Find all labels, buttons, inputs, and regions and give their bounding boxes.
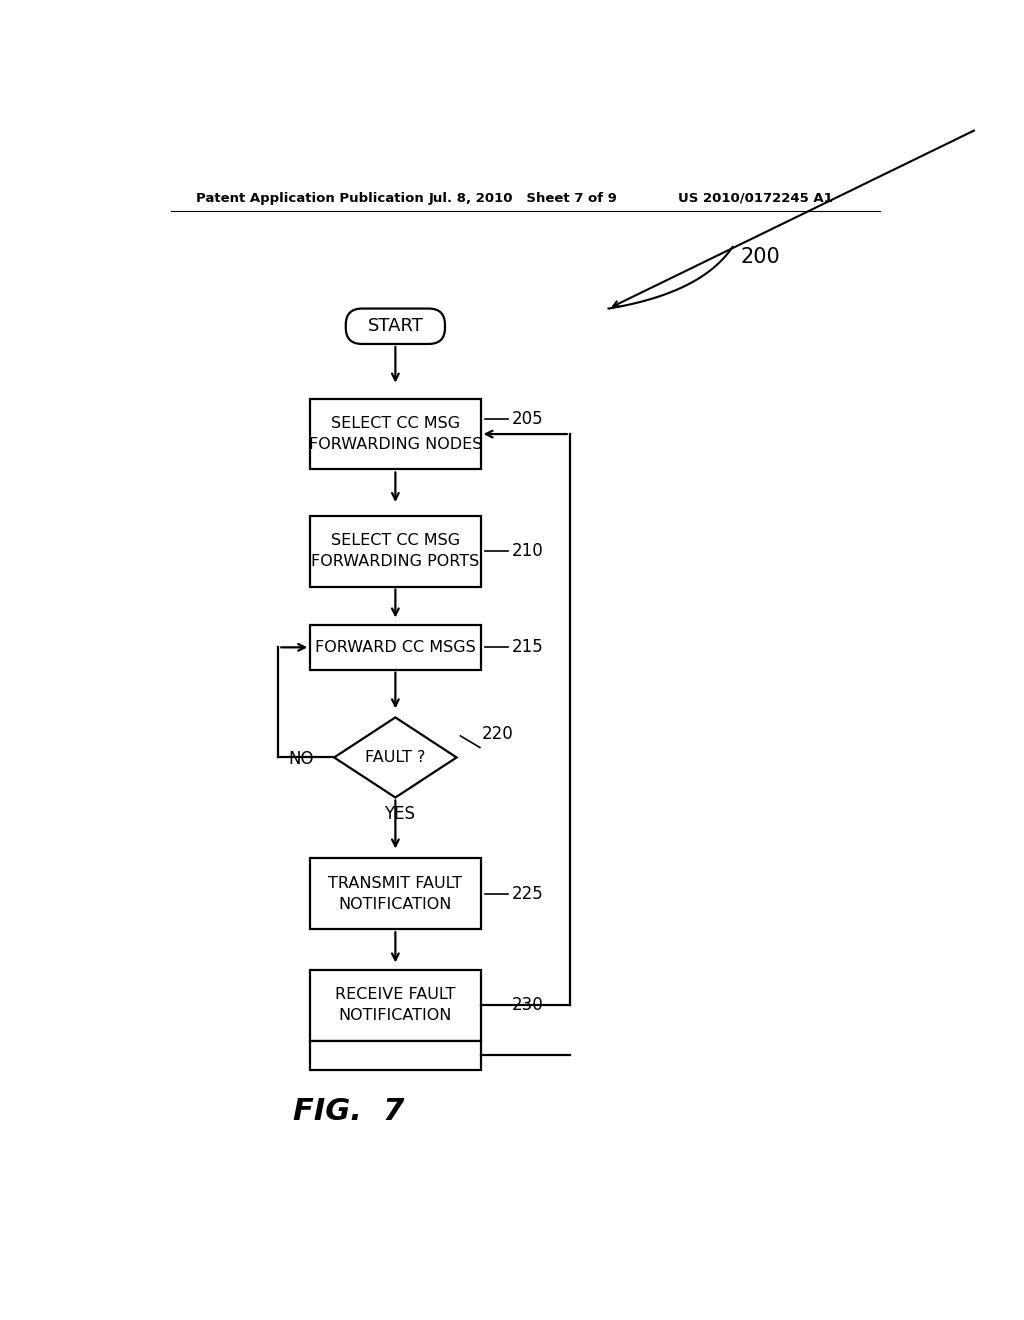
Text: 200: 200 [740, 247, 780, 267]
Text: NO: NO [289, 750, 314, 768]
Text: US 2010/0172245 A1: US 2010/0172245 A1 [678, 191, 833, 205]
Text: FIG.  7: FIG. 7 [293, 1097, 404, 1126]
Text: 215: 215 [512, 639, 544, 656]
FancyBboxPatch shape [310, 399, 480, 470]
FancyBboxPatch shape [310, 626, 480, 669]
FancyBboxPatch shape [310, 858, 480, 929]
Polygon shape [334, 718, 457, 797]
FancyBboxPatch shape [310, 516, 480, 586]
Text: SELECT CC MSG
FORWARDING NODES: SELECT CC MSG FORWARDING NODES [308, 416, 482, 451]
Text: 210: 210 [512, 543, 544, 560]
FancyBboxPatch shape [346, 309, 445, 345]
Text: RECEIVE FAULT
NOTIFICATION: RECEIVE FAULT NOTIFICATION [335, 987, 456, 1023]
Text: TRANSMIT FAULT
NOTIFICATION: TRANSMIT FAULT NOTIFICATION [329, 875, 463, 912]
Text: FORWARD CC MSGS: FORWARD CC MSGS [315, 640, 476, 655]
Text: FAULT ?: FAULT ? [366, 750, 426, 766]
Text: 205: 205 [512, 409, 544, 428]
FancyBboxPatch shape [310, 1040, 480, 1071]
Text: 220: 220 [482, 725, 514, 743]
Text: Jul. 8, 2010   Sheet 7 of 9: Jul. 8, 2010 Sheet 7 of 9 [429, 191, 617, 205]
Text: 225: 225 [512, 884, 544, 903]
Text: START: START [368, 317, 423, 335]
FancyBboxPatch shape [310, 970, 480, 1040]
Text: 230: 230 [512, 997, 544, 1014]
Text: SELECT CC MSG
FORWARDING PORTS: SELECT CC MSG FORWARDING PORTS [311, 533, 479, 569]
Text: Patent Application Publication: Patent Application Publication [197, 191, 424, 205]
Text: YES: YES [384, 805, 415, 824]
